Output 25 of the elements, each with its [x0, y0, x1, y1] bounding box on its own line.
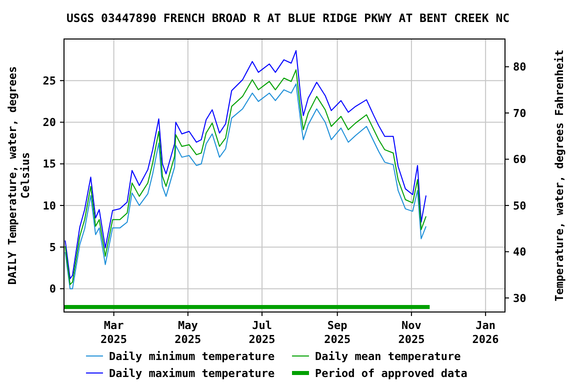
- x-tick-label: Jan 2026: [472, 319, 500, 346]
- y2-tick-label: 70: [513, 106, 526, 120]
- x-tick-label: Mar 2025: [100, 319, 128, 346]
- y2-axis-title: Temperature, water, degrees Fahrenheit: [553, 50, 566, 302]
- x-tick-label: Jul 2025: [248, 319, 276, 346]
- chart-title: USGS 03447890 FRENCH BROAD R AT BLUE RIDGE PKWY AT BENT CREEK NC: [66, 11, 510, 25]
- y-tick-label: 25: [42, 74, 56, 88]
- y2-tick-label: 80: [513, 60, 526, 74]
- x-tick-label: Sep 2025: [324, 319, 351, 346]
- y-axis-title: DAILY Temperature, water, degrees Celsius: [6, 66, 32, 285]
- y-tick-label: 15: [42, 158, 56, 171]
- y-tick-label: 10: [42, 199, 56, 212]
- x-tick-label: May 2025: [174, 319, 202, 346]
- x-tick-label: Nov 2025: [398, 319, 425, 346]
- legend-label: Daily mean temperature: [315, 350, 462, 363]
- y2-tick-label: 60: [513, 153, 526, 166]
- y2-tick-label: 40: [513, 246, 526, 259]
- y2-tick-label: 30: [513, 292, 526, 305]
- y-tick-label: 0: [49, 282, 56, 296]
- y-tick-label: 20: [42, 116, 56, 130]
- legend-label: Daily maximum temperature: [109, 366, 275, 380]
- legend-label: Period of approved data: [315, 366, 468, 380]
- y2-tick-label: 50: [513, 199, 526, 212]
- legend-label: Daily minimum temperature: [109, 350, 275, 363]
- y-tick-label: 5: [49, 240, 56, 254]
